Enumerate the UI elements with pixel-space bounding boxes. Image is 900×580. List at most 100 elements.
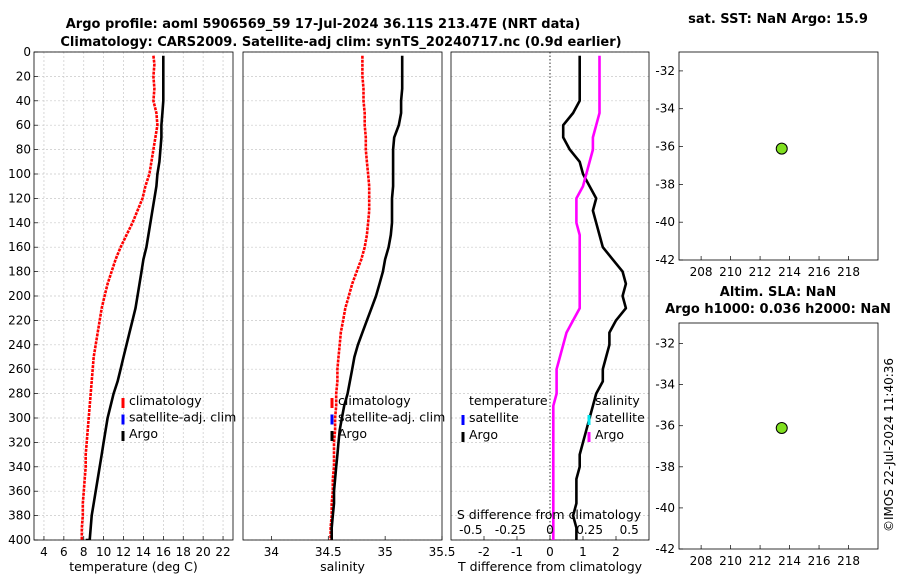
sla_map-ytick-label-3: -38 xyxy=(655,460,675,474)
sla_map-xtick-label-4: 216 xyxy=(808,554,831,568)
difference-legend-temperature-label-0: satellite xyxy=(469,410,519,425)
salinity-xlabel: salinity xyxy=(320,559,365,574)
temperature-series-argo xyxy=(85,55,165,540)
difference-legend-temperature-label-1: Argo xyxy=(469,427,498,442)
sla_map-ytick-label-5: -42 xyxy=(655,542,675,556)
sst_map-xtick-label-5: 218 xyxy=(837,265,860,279)
depth-tick-label-9: 180 xyxy=(8,265,31,279)
sst_map-ytick-label-0: -32 xyxy=(655,64,675,78)
depth-tick-label-5: 100 xyxy=(8,167,31,181)
difference-top-tick-label-3: 0.25 xyxy=(576,523,603,537)
depth-tick-label-7: 140 xyxy=(8,216,31,230)
imos-watermark: ©IMOS 22-Jul-2024 11:40:36 xyxy=(882,358,896,532)
difference-series-s-difference xyxy=(551,55,601,540)
salinity-legend-label-0: climatology xyxy=(338,393,411,408)
sst_map-ytick-label-3: -38 xyxy=(655,177,675,191)
sla_map-axes-frame xyxy=(678,322,879,550)
temperature-xtick-label-6: 16 xyxy=(156,545,171,559)
depth-tick-label-13: 260 xyxy=(8,362,31,376)
difference-top-tick-label-1: -0.25 xyxy=(495,523,526,537)
temperature-xlabel: temperature (deg C) xyxy=(69,559,198,574)
sla-map-title-line1: Altim. SLA: NaN xyxy=(720,285,836,300)
salinity-legend-label-1: satellite-adj. clim xyxy=(338,410,445,425)
temperature-xtick-label-7: 18 xyxy=(176,545,191,559)
depth-tick-label-0: 0 xyxy=(23,45,31,59)
salinity-series-climatology xyxy=(329,55,371,540)
main-title-line2: Climatology: CARS2009. Satellite-adj cli… xyxy=(60,35,621,50)
sst_map-ytick-label-5: -42 xyxy=(655,253,675,267)
depth-tick-label-2: 40 xyxy=(16,94,31,108)
difference-legend-salinity-label-1: Argo xyxy=(595,427,624,442)
depth-tick-label-14: 280 xyxy=(8,387,31,401)
difference-series-t-difference xyxy=(561,55,628,540)
difference-xtick-label-0: -2 xyxy=(478,545,490,559)
temperature-xtick-label-8: 20 xyxy=(196,545,211,559)
salinity-xtick-label-1: 34.5 xyxy=(315,545,342,559)
sla-map-title-line2: Argo h1000: 0.036 h2000: NaN xyxy=(665,302,891,317)
temperature-xtick-label-2: 8 xyxy=(80,545,88,559)
sla_map-ytick-label-2: -36 xyxy=(655,419,675,433)
temperature-xtick-label-0: 4 xyxy=(40,545,48,559)
difference-top-xlabel: S difference from climatology xyxy=(457,507,642,522)
depth-tick-label-12: 240 xyxy=(8,338,31,352)
difference-legend-salinity-label-0: satellite xyxy=(595,410,645,425)
depth-tick-label-18: 360 xyxy=(8,484,31,498)
difference-xtick-label-4: 2 xyxy=(612,545,620,559)
depth-tick-label-16: 320 xyxy=(8,435,31,449)
sst_map-xtick-label-3: 214 xyxy=(778,265,801,279)
depth-tick-label-1: 20 xyxy=(16,69,31,83)
sst_map-ytick-label-2: -36 xyxy=(655,140,675,154)
depth-tick-label-6: 120 xyxy=(8,191,31,205)
temperature-xtick-label-5: 14 xyxy=(136,545,151,559)
sla_map-ytick-label-0: -32 xyxy=(655,337,675,351)
sst-map-title: sat. SST: NaN Argo: 15.9 xyxy=(688,12,868,27)
temperature-legend-label-2: Argo xyxy=(129,426,158,441)
sst_map-xtick-label-1: 210 xyxy=(719,265,742,279)
difference-top-tick-label-2: 0 xyxy=(546,523,554,537)
sla_map-argo-location-marker-0 xyxy=(775,421,788,434)
temperature-xtick-label-9: 22 xyxy=(215,545,230,559)
difference-xtick-label-3: 1 xyxy=(579,545,587,559)
salinity-axes-frame xyxy=(242,51,443,541)
sla_map-xtick-label-1: 210 xyxy=(719,554,742,568)
difference-xlabel: T difference from climatology xyxy=(457,559,643,574)
sst_map-xtick-label-0: 208 xyxy=(690,265,713,279)
temperature-series-climatology xyxy=(80,55,159,540)
depth-tick-label-11: 220 xyxy=(8,313,31,327)
salinity-xtick-label-0: 34 xyxy=(264,545,279,559)
difference-legend-salinity-title: salinity xyxy=(595,393,640,408)
depth-tick-label-17: 340 xyxy=(8,460,31,474)
sst_map-ytick-label-1: -34 xyxy=(655,102,675,116)
difference-legend-temperature-title: temperature xyxy=(469,393,548,408)
depth-tick-label-3: 60 xyxy=(16,118,31,132)
temperature-xtick-label-4: 12 xyxy=(116,545,131,559)
sla_map-ytick-label-4: -40 xyxy=(655,501,675,515)
temperature-legend-label-0: climatology xyxy=(129,393,202,408)
difference-top-tick-label-0: -0.5 xyxy=(459,523,482,537)
temperature-legend-label-1: satellite-adj. clim xyxy=(129,410,236,425)
depth-tick-label-4: 80 xyxy=(16,143,31,157)
sla_map-xtick-label-5: 218 xyxy=(837,554,860,568)
depth-tick-label-20: 400 xyxy=(8,533,31,547)
temperature-xtick-label-1: 6 xyxy=(60,545,68,559)
difference-xtick-label-2: 0 xyxy=(546,545,554,559)
sst_map-axes-frame xyxy=(678,51,879,261)
main-title-line1: Argo profile: aoml 5906569_59 17-Jul-202… xyxy=(66,17,581,32)
salinity-legend-label-2: Argo xyxy=(338,426,367,441)
sst_map-ytick-label-4: -40 xyxy=(655,215,675,229)
depth-tick-label-15: 300 xyxy=(8,411,31,425)
sla_map-xtick-label-0: 208 xyxy=(690,554,713,568)
sst_map-argo-location-marker-0 xyxy=(775,142,788,155)
salinity-xtick-label-2: 35 xyxy=(378,545,393,559)
difference-top-tick-label-4: 0.5 xyxy=(620,523,639,537)
sst_map-xtick-label-4: 216 xyxy=(808,265,831,279)
depth-tick-label-19: 380 xyxy=(8,509,31,523)
salinity-xtick-label-3: 35.5 xyxy=(429,545,456,559)
difference-xtick-label-1: -1 xyxy=(511,545,523,559)
sst_map-xtick-label-2: 212 xyxy=(749,265,772,279)
salinity-series-argo xyxy=(330,55,404,540)
sla_map-xtick-label-3: 214 xyxy=(778,554,801,568)
depth-tick-label-8: 160 xyxy=(8,240,31,254)
